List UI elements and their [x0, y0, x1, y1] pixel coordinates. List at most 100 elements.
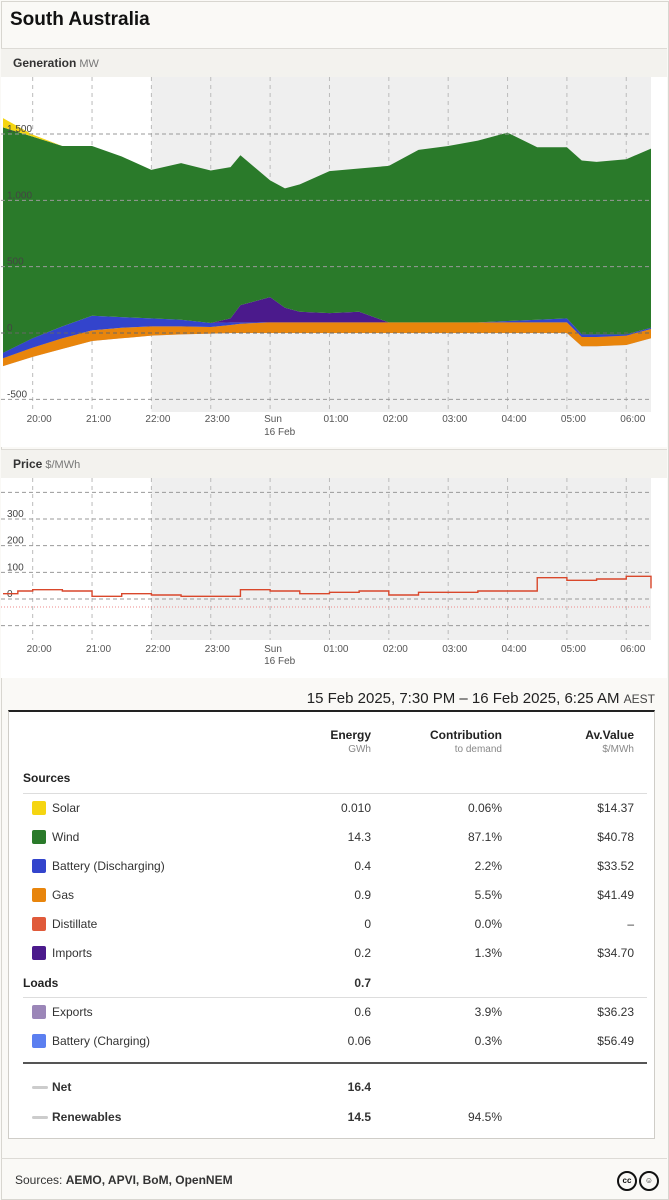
sources-prefix: Sources:	[15, 1173, 63, 1187]
price-unit: $/MWh	[45, 459, 81, 471]
source-row-distillate[interactable]: Distillate 0 0.0% –	[9, 917, 654, 945]
load-row-battery-charging[interactable]: Battery (Charging) 0.06 0.3% $56.49	[9, 1034, 654, 1062]
x-tick-label: 04:00	[502, 414, 527, 425]
series-battery-discharging--area	[3, 315, 651, 359]
price-chart[interactable]: 0 100 200 300 20:00 21:00 22:00 23:00 Sun 01:00 02…	[1, 478, 667, 678]
source-row-solar[interactable]: Solar 0.010 0.06% $14.37	[9, 801, 654, 829]
avvalue: $41.49	[597, 888, 634, 902]
x-tick-label: 23:00	[205, 644, 230, 655]
night-shade	[151, 478, 651, 640]
energy-value: 0.06	[347, 1034, 371, 1048]
y-tick-label: 1,500	[7, 124, 32, 135]
y-tick-label: 500	[7, 257, 24, 268]
source-name: Distillate	[52, 917, 98, 931]
y-tick-label: -500	[7, 389, 27, 400]
source-row-battery-discharging[interactable]: Battery (Discharging) 0.4 2.2% $33.52	[9, 859, 654, 887]
col-value-unit: $/MWh	[602, 744, 634, 755]
source-name: Imports	[52, 946, 93, 960]
x-tick-label: 02:00	[383, 644, 408, 655]
summary-table: Energy Contribution Av.Value GWh to dema…	[8, 710, 655, 1139]
avvalue: $56.49	[597, 1034, 634, 1048]
x-tick-label: 22:00	[145, 414, 170, 425]
x-tick-label: 05:00	[561, 644, 586, 655]
generation-chart[interactable]: -500 0 500 1,000 1,500 20:00 21:00 22:00 23:00 Su…	[1, 77, 667, 447]
contribution-value: 1.3%	[474, 946, 502, 960]
contribution-value: 2.2%	[474, 859, 502, 873]
renewables-row: Renewables 14.5 94.5%	[9, 1110, 654, 1138]
contribution-value: 0.3%	[474, 1034, 502, 1048]
x-tick-label: 01:00	[323, 644, 348, 655]
x-tick-label: Sun	[264, 644, 282, 655]
x-tick-label: 01:00	[323, 414, 348, 425]
swatch-exports	[32, 1005, 46, 1019]
energy-value: 0.9	[354, 888, 371, 902]
footer: Sources: AEMO, APVI, BoM, OpenNEM cc ☺	[1, 1158, 667, 1199]
date-range: 15 Feb 2025, 7:30 PM – 16 Feb 2025, 6:25…	[307, 690, 655, 707]
attribution-person-icon[interactable]: ☺	[639, 1171, 659, 1191]
contribution-value: 87.1%	[467, 830, 502, 844]
creative-commons-icon[interactable]: cc	[617, 1171, 637, 1191]
loads-total: 0.7	[354, 976, 371, 990]
generation-unit: MW	[79, 58, 99, 70]
divider	[23, 997, 647, 998]
x-tick-label: 04:00	[502, 644, 527, 655]
x-tick-day-label: 16 Feb	[264, 427, 296, 438]
x-tick-label: Sun	[264, 414, 282, 425]
swatch-battery-discharging	[32, 859, 46, 873]
x-axis-bg	[1, 640, 667, 678]
total-divider	[23, 1062, 647, 1064]
sources-list[interactable]: AEMO, APVI, BoM, OpenNEM	[65, 1173, 233, 1187]
x-tick-label: 20:00	[27, 644, 52, 655]
source-row-wind[interactable]: Wind 14.3 87.1% $40.78	[9, 830, 654, 858]
source-row-gas[interactable]: Gas 0.9 5.5% $41.49	[9, 888, 654, 916]
swatch-wind	[32, 830, 46, 844]
renewables-line-icon	[32, 1116, 48, 1119]
avvalue: $33.52	[597, 859, 634, 873]
swatch-imports	[32, 946, 46, 960]
avvalue: –	[627, 917, 634, 931]
contribution-value: 0.06%	[467, 801, 502, 815]
x-tick-label: 06:00	[620, 644, 645, 655]
avvalue: $14.37	[597, 801, 634, 815]
price-line	[3, 575, 652, 598]
swatch-solar	[32, 801, 46, 815]
source-name: Gas	[52, 888, 75, 902]
energy-value: 0.6	[354, 1005, 371, 1019]
load-row-exports[interactable]: Exports 0.6 3.9% $36.23	[9, 1005, 654, 1033]
energy-value: 0.4	[354, 859, 371, 873]
date-range-text: 15 Feb 2025, 7:30 PM – 16 Feb 2025, 6:25…	[306, 690, 620, 707]
generation-header: Generation MW	[1, 48, 667, 78]
price-header: Price $/MWh	[1, 449, 667, 479]
avvalue: $34.70	[597, 946, 634, 960]
price-label: Price	[13, 457, 43, 471]
avvalue: $40.78	[597, 830, 634, 844]
x-tick-label: 21:00	[86, 414, 111, 425]
x-axis-bg	[1, 412, 667, 447]
x-tick-label: 22:00	[145, 644, 170, 655]
x-tick-label: 03:00	[442, 644, 467, 655]
generation-label: Generation	[13, 56, 77, 70]
sources-heading: Sources	[23, 771, 71, 785]
x-tick-label: 23:00	[205, 414, 230, 425]
contribution-value: 5.5%	[474, 888, 502, 902]
y-tick-label: 0	[7, 323, 13, 334]
y-tick-label: 1,000	[7, 190, 32, 201]
renewables-value: 14.5	[347, 1110, 371, 1124]
col-value: Av.Value	[585, 728, 634, 742]
series-wind-area	[3, 127, 651, 353]
swatch-distillate	[32, 917, 46, 931]
x-tick-label: 21:00	[86, 644, 111, 655]
energy-value: 0.2	[354, 946, 371, 960]
region-title: South Australia	[10, 9, 150, 30]
y-tick-label: 300	[7, 509, 24, 520]
timezone: AEST	[623, 692, 655, 706]
x-tick-label: 06:00	[620, 414, 645, 425]
net-line-icon	[32, 1086, 48, 1089]
source-name: Battery (Discharging)	[52, 859, 165, 873]
x-tick-label: 03:00	[442, 414, 467, 425]
source-row-imports[interactable]: Imports 0.2 1.3% $34.70	[9, 946, 654, 974]
swatch-gas	[32, 888, 46, 902]
swatch-battery-charging	[32, 1034, 46, 1048]
col-energy-unit: GWh	[348, 744, 371, 755]
x-tick-label: 20:00	[27, 414, 52, 425]
